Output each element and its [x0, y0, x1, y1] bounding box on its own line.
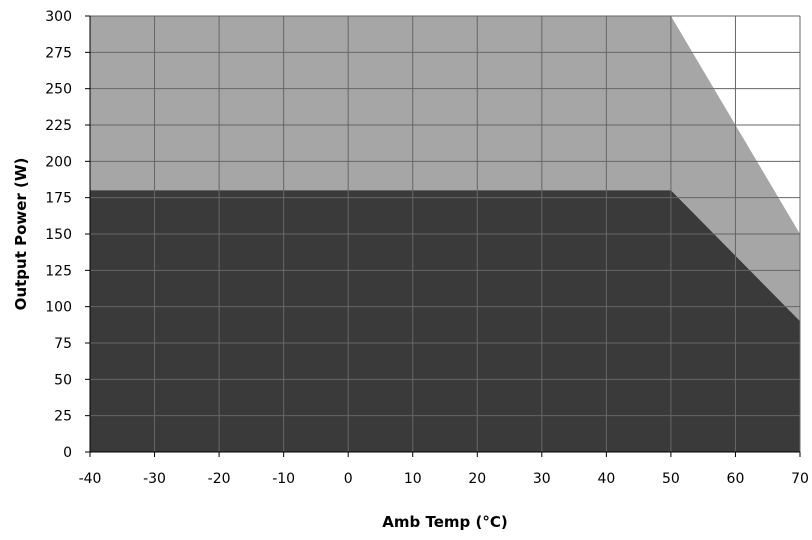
x-tick-label-0: 0 [344, 471, 353, 487]
y-tick-label-150: 150 [45, 227, 72, 243]
grid-layer [89, 15, 801, 453]
area-series-2 [90, 190, 800, 452]
y-tick-label-100: 100 [45, 300, 72, 316]
x-tick-label--20: -20 [208, 471, 231, 487]
axis-layer [85, 15, 801, 457]
y-tick-label-200: 200 [45, 154, 72, 170]
y-tick-label-75: 75 [54, 336, 72, 352]
x-tick-label-50: 50 [662, 471, 680, 487]
x-tick-label--30: -30 [143, 471, 166, 487]
x-tick-label-30: 30 [533, 471, 551, 487]
y-tick-label-125: 125 [45, 263, 72, 279]
y-tick-label-225: 225 [45, 118, 72, 134]
y-tick-label-275: 275 [45, 45, 72, 61]
y-tick-label-300: 300 [45, 9, 72, 25]
y-axis-title: Output Power (W) [12, 158, 30, 311]
x-axis-title: Amb Temp (°C) [382, 513, 507, 531]
y-tick-label-50: 50 [54, 372, 72, 388]
x-tick-label-70: 70 [791, 471, 809, 487]
x-tick-label-20: 20 [468, 471, 486, 487]
y-tick-label-25: 25 [54, 409, 72, 425]
x-tick-label--40: -40 [79, 471, 102, 487]
y-tick-label-175: 175 [45, 191, 72, 207]
y-tick-label-0: 0 [63, 445, 72, 461]
x-tick-label-40: 40 [597, 471, 615, 487]
x-tick-label-60: 60 [727, 471, 745, 487]
x-tick-label--10: -10 [272, 471, 295, 487]
y-tick-label-250: 250 [45, 82, 72, 98]
x-tick-label-10: 10 [404, 471, 422, 487]
